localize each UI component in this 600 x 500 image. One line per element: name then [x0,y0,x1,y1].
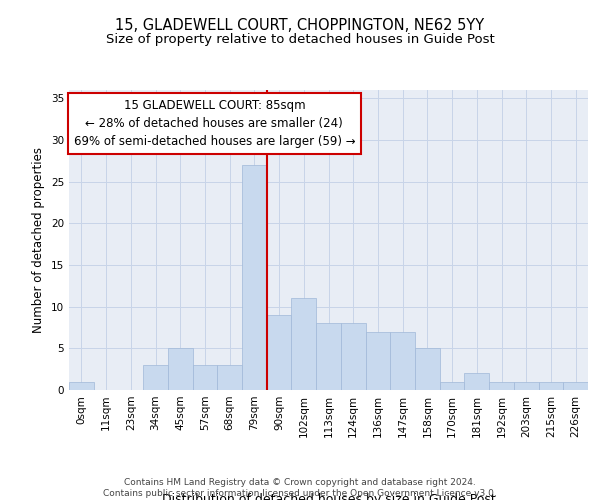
Text: 15 GLADEWELL COURT: 85sqm
← 28% of detached houses are smaller (24)
69% of semi-: 15 GLADEWELL COURT: 85sqm ← 28% of detac… [74,99,355,148]
Bar [489,382,514,390]
Text: 15, GLADEWELL COURT, CHOPPINGTON, NE62 5YY: 15, GLADEWELL COURT, CHOPPINGTON, NE62 5… [115,18,485,32]
Bar [143,365,168,390]
X-axis label: Distribution of detached houses by size in Guide Post: Distribution of detached houses by size … [161,492,496,500]
Bar [440,382,464,390]
Bar [341,324,365,390]
Bar [193,365,217,390]
Bar [69,382,94,390]
Bar [217,365,242,390]
Bar [563,382,588,390]
Text: Size of property relative to detached houses in Guide Post: Size of property relative to detached ho… [106,32,494,46]
Bar [292,298,316,390]
Bar [168,348,193,390]
Bar [464,374,489,390]
Bar [365,332,390,390]
Bar [415,348,440,390]
Bar [267,315,292,390]
Text: Contains HM Land Registry data © Crown copyright and database right 2024.
Contai: Contains HM Land Registry data © Crown c… [103,478,497,498]
Y-axis label: Number of detached properties: Number of detached properties [32,147,46,333]
Bar [242,165,267,390]
Bar [390,332,415,390]
Bar [316,324,341,390]
Bar [514,382,539,390]
Bar [539,382,563,390]
